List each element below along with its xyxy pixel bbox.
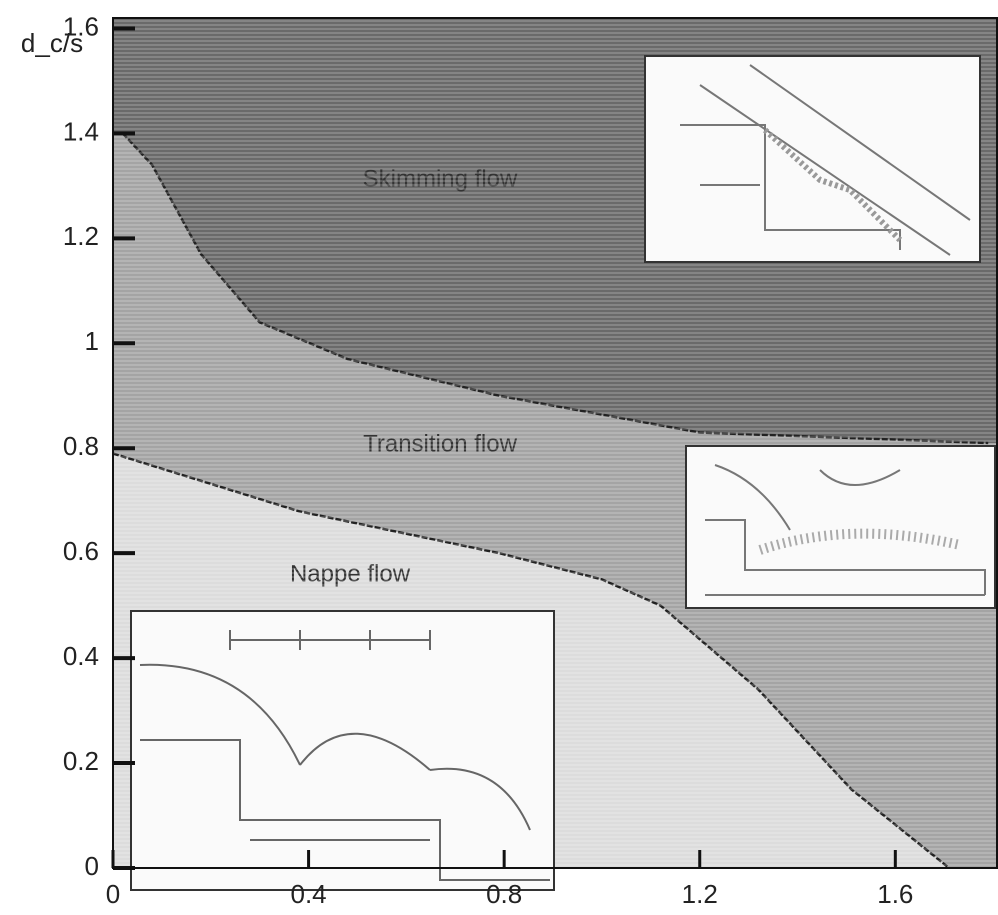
y-axis-label: d_c/s [21,28,83,58]
y-tick-label: 0.6 [63,536,99,566]
y-tick-label: 1 [85,326,99,356]
y-tick-label: 1.4 [63,116,99,146]
plot-frame [112,17,998,869]
x-tick-label: 0.4 [291,879,327,909]
inset-transition [685,445,996,609]
x-tick-label: 0.8 [486,879,522,909]
y-tick-label: 1.6 [63,11,99,41]
x-tick-label: 1.2 [682,879,718,909]
x-tick-label: 0 [106,879,120,909]
y-tick-label: 0.8 [63,431,99,461]
y-tick-label: 1.2 [63,221,99,251]
y-tick-label: 0.2 [63,746,99,776]
x-tick-label: 1.6 [877,879,913,909]
y-tick-label: 0.4 [63,641,99,671]
inset-skimming [644,55,981,263]
axes: 0 0.2 0.4 0.6 0.8 1 1.2 1.4 1.6 0 0.4 0.8 1.2 1.6 [63,11,998,909]
y-tick-label: 0 [85,851,99,881]
inset-nappe [130,610,555,891]
